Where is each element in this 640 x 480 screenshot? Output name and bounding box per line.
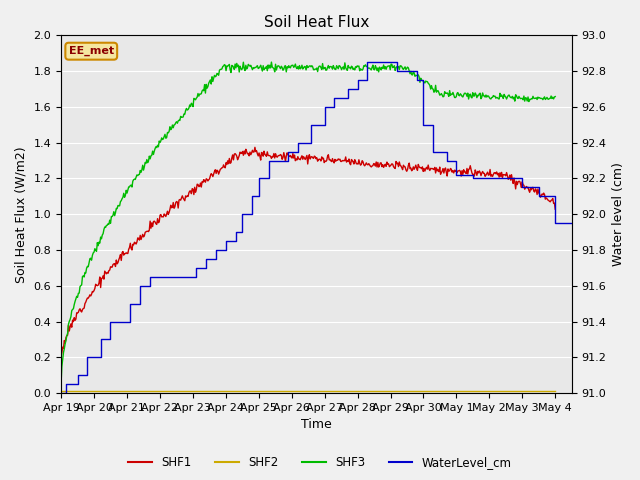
Text: EE_met: EE_met: [68, 46, 114, 56]
X-axis label: Time: Time: [301, 419, 332, 432]
Y-axis label: Water level (cm): Water level (cm): [612, 162, 625, 266]
Y-axis label: Soil Heat Flux (W/m2): Soil Heat Flux (W/m2): [15, 146, 28, 283]
Title: Soil Heat Flux: Soil Heat Flux: [264, 15, 369, 30]
Legend: SHF1, SHF2, SHF3, WaterLevel_cm: SHF1, SHF2, SHF3, WaterLevel_cm: [124, 452, 516, 474]
